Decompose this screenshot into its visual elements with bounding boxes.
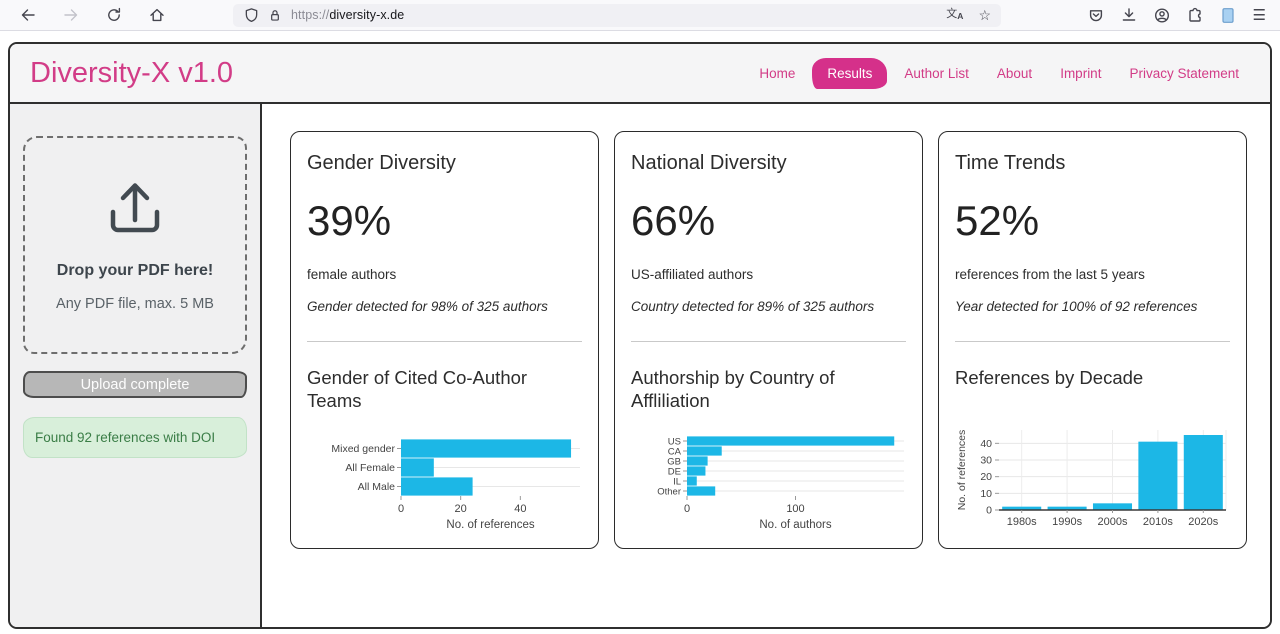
big-value: 66% <box>631 197 716 244</box>
big-value: 39% <box>307 197 392 244</box>
chart-title: References by Decade <box>955 367 1144 388</box>
svg-text:0: 0 <box>684 503 690 515</box>
sidebar-page-icon[interactable] <box>1220 7 1236 23</box>
card-time-trends: Time Trends 52% references from the last… <box>938 131 1247 549</box>
card-gender-diversity: Gender Diversity 39% female authors Gend… <box>290 131 599 549</box>
results-area: Gender Diversity 39% female authors Gend… <box>262 104 1270 627</box>
svg-text:US: US <box>668 436 681 447</box>
svg-text:All Female: All Female <box>345 462 395 474</box>
svg-text:No. of authors: No. of authors <box>759 519 831 531</box>
account-icon[interactable] <box>1154 7 1170 23</box>
sidebar: Drop your PDF here! Any PDF file, max. 5… <box>10 104 262 627</box>
svg-text:10: 10 <box>980 488 992 500</box>
svg-text:100: 100 <box>786 503 804 515</box>
browser-toolbar-right: ☰ <box>1088 7 1266 23</box>
svg-text:40: 40 <box>514 503 526 515</box>
divider <box>631 341 906 342</box>
svg-text:No. of references: No. of references <box>446 519 534 531</box>
value-caption: US-affiliated authors <box>631 267 754 282</box>
main-nav: Home Results Author List About Imprint P… <box>748 57 1250 89</box>
big-value: 52% <box>955 197 1040 244</box>
dropzone-subtitle: Any PDF file, max. 5 MB <box>56 295 214 312</box>
app-title: Diversity-X v1.0 <box>30 56 234 89</box>
lock-icon[interactable] <box>267 7 283 23</box>
detection-note: Country detected for 89% of 325 authors <box>631 299 875 314</box>
nav-results[interactable]: Results <box>812 57 888 89</box>
reload-icon[interactable] <box>106 7 122 23</box>
bar-chart-svg: 0 10 20 30 40 1980s 1990s 2000s 2010s 2020s No. of… <box>956 430 1227 528</box>
detection-note: Gender detected for 98% of 325 authors <box>307 299 548 314</box>
svg-text:20: 20 <box>980 471 992 483</box>
url-text: https://diversity-x.de <box>291 8 404 22</box>
svg-text:2000s: 2000s <box>1098 516 1128 528</box>
svg-text:CA: CA <box>668 446 682 457</box>
browser-nav-buttons <box>20 7 165 23</box>
svg-text:40: 40 <box>980 438 992 450</box>
svg-text:1990s: 1990s <box>1052 516 1082 528</box>
app-header: Diversity-X v1.0 Home Results Author Lis… <box>10 44 1270 104</box>
dropzone-title: Drop your PDF here! <box>56 261 214 279</box>
url-bar[interactable]: https://diversity-x.de 文A ☆ <box>233 3 1001 27</box>
translate-icon[interactable]: 文A <box>946 8 964 22</box>
forward-icon[interactable] <box>63 7 79 23</box>
upload-complete-button[interactable]: Upload complete <box>23 371 247 398</box>
svg-text:0: 0 <box>986 505 992 517</box>
svg-text:Other: Other <box>657 486 681 497</box>
card-title: National Diversity <box>631 152 787 174</box>
bookmark-star-icon[interactable]: ☆ <box>978 7 991 23</box>
svg-text:IL: IL <box>673 476 681 487</box>
card-title: Gender Diversity <box>307 152 456 174</box>
svg-text:DE: DE <box>668 466 681 477</box>
menu-icon[interactable]: ☰ <box>1252 6 1266 24</box>
nav-author-list[interactable]: Author List <box>904 65 969 81</box>
url-host: diversity-x.de <box>329 8 405 22</box>
detection-note: Year detected for 100% of 92 references <box>955 299 1198 314</box>
svg-text:2010s: 2010s <box>1143 516 1173 528</box>
svg-text:0: 0 <box>398 503 404 515</box>
nav-imprint[interactable]: Imprint <box>1060 65 1102 81</box>
value-caption: female authors <box>307 267 397 282</box>
back-icon[interactable] <box>20 7 36 23</box>
nav-home[interactable]: Home <box>759 65 796 81</box>
gender-bar-chart: Mixed gender All Female All Male 0 20 40 No. o… <box>307 439 582 532</box>
browser-toolbar: https://diversity-x.de 文A ☆ ☰ <box>0 0 1280 31</box>
card-national-diversity: National Diversity 66% US-affiliated aut… <box>614 131 923 549</box>
card-title: Time Trends <box>955 152 1066 174</box>
pocket-icon[interactable] <box>1088 7 1104 23</box>
country-bar-chart: US CA GB DE IL Other 0 100 No. of authors <box>631 436 906 532</box>
home-icon[interactable] <box>149 7 165 23</box>
value-caption: references from the last 5 years <box>955 267 1145 282</box>
svg-text:20: 20 <box>455 503 467 515</box>
svg-text:30: 30 <box>980 455 992 467</box>
decade-bar-chart: 0 10 20 30 40 1980s 1990s 2000s 2010s 2020s No. of… <box>955 430 1230 532</box>
doi-found-alert: Found 92 references with DOI <box>23 417 247 458</box>
svg-text:GB: GB <box>667 456 681 467</box>
svg-text:1980s: 1980s <box>1007 516 1037 528</box>
extension-icon[interactable] <box>1187 7 1203 23</box>
nav-privacy-statement[interactable]: Privacy Statement <box>1129 65 1239 81</box>
svg-text:2020s: 2020s <box>1188 516 1218 528</box>
app-window: Diversity-X v1.0 Home Results Author Lis… <box>8 42 1272 629</box>
chart-title: Authorship by Country of Affliliation <box>631 367 835 412</box>
svg-text:Mixed gender: Mixed gender <box>331 443 395 455</box>
shield-icon[interactable] <box>243 7 259 23</box>
pdf-dropzone[interactable]: Drop your PDF here! Any PDF file, max. 5… <box>23 136 247 354</box>
divider <box>307 341 582 342</box>
svg-text:All Male: All Male <box>358 481 396 493</box>
url-scheme: https:// <box>291 8 330 22</box>
chart-title: Gender of Cited Co-Author Teams <box>307 367 528 412</box>
nav-about[interactable]: About <box>996 65 1033 81</box>
svg-text:No. of references: No. of references <box>956 430 968 511</box>
divider <box>955 341 1230 342</box>
upload-icon <box>99 179 171 242</box>
downloads-icon[interactable] <box>1121 7 1137 23</box>
